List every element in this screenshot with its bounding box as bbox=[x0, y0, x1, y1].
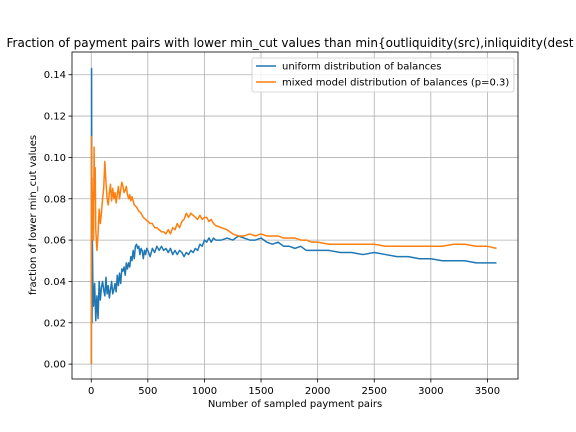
legend-box bbox=[251, 57, 515, 93]
x-axis-label: Number of sampled payment pairs bbox=[208, 399, 382, 410]
series-lines bbox=[90, 67, 497, 365]
x-axis-ticks: 0 500 1000 1500 2000 2500 3000 3500 bbox=[88, 379, 500, 397]
y-tick-label: 0.14 bbox=[44, 70, 66, 81]
series-line-mixed bbox=[90, 136, 497, 365]
x-tick-label: 0 bbox=[88, 386, 94, 397]
y-tick-label: 0.06 bbox=[44, 236, 66, 247]
plot-area-frame bbox=[71, 51, 519, 380]
y-tick-label: 0.08 bbox=[44, 194, 66, 205]
x-tick-label: 500 bbox=[138, 386, 157, 397]
y-axis-ticks: 0.00 0.02 0.04 0.06 0.08 0.10 0.12 0.14 bbox=[44, 70, 72, 371]
x-tick-label: 1000 bbox=[192, 386, 217, 397]
x-tick-label: 3500 bbox=[475, 386, 500, 397]
x-tick-label: 1500 bbox=[248, 386, 273, 397]
y-tick-label: 0.02 bbox=[44, 318, 66, 329]
x-tick-label: 3000 bbox=[418, 386, 443, 397]
series-line-uniform bbox=[90, 67, 497, 365]
chart-title: Fraction of payment pairs with lower min… bbox=[7, 36, 574, 50]
grid-lines bbox=[72, 52, 518, 379]
y-tick-label: 0.12 bbox=[44, 112, 66, 123]
y-axis-label: fraction of lower min_cut values bbox=[28, 135, 39, 295]
x-tick-label: 2500 bbox=[362, 386, 387, 397]
y-tick-label: 0.10 bbox=[44, 153, 66, 164]
legend-label-mixed: mixed model distribution of balances (p=… bbox=[282, 78, 509, 89]
y-tick-label: 0.00 bbox=[44, 360, 66, 371]
legend: uniform distribution of balances mixed m… bbox=[251, 57, 515, 93]
legend-label-uniform: uniform distribution of balances bbox=[282, 62, 442, 73]
y-tick-label: 0.04 bbox=[44, 277, 66, 288]
x-tick-label: 2000 bbox=[305, 386, 330, 397]
